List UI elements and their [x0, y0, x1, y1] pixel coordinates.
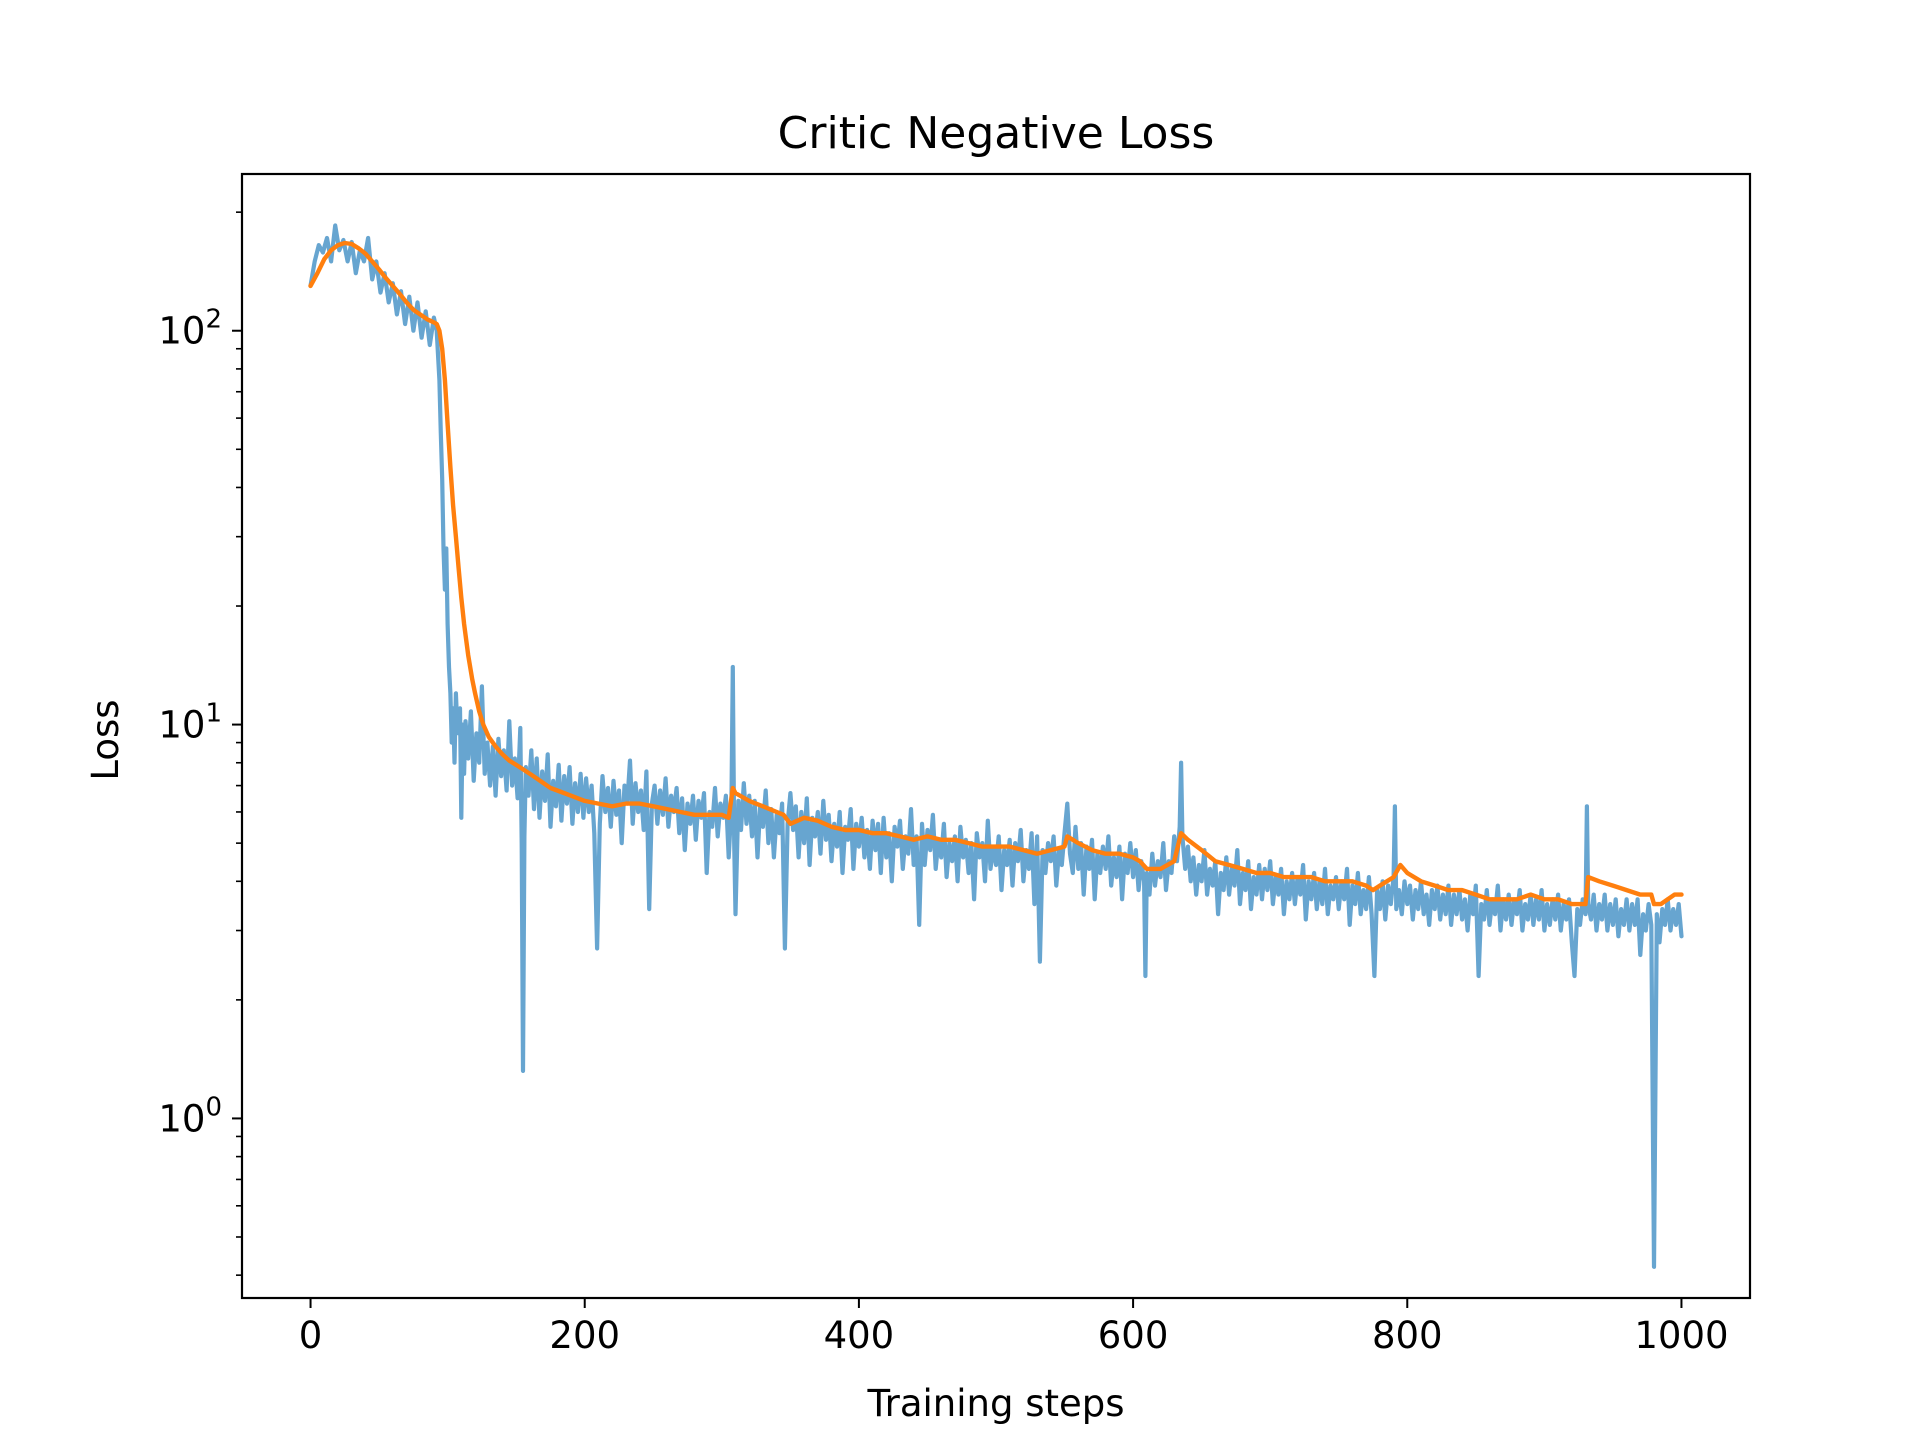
chart-title: Critic Negative Loss: [778, 108, 1215, 159]
x-tick-label: 400: [824, 1314, 895, 1357]
y-tick-label: 101: [158, 699, 222, 747]
x-tick-label: 800: [1372, 1314, 1443, 1357]
plot-area-frame: [240, 172, 1752, 1300]
x-axis-label: Training steps: [866, 1382, 1124, 1425]
series-line-smoothed: [308, 240, 1684, 907]
x-tick-label: 1000: [1634, 1314, 1728, 1357]
y-tick-label: 100: [158, 1092, 222, 1140]
y-tick-label: 102: [158, 305, 222, 353]
ticks-layer: 0 200 400 600 800 1000 100 101 102: [158, 211, 1729, 1357]
y-axis-label: Loss: [84, 699, 127, 780]
x-tick-label: 0: [299, 1314, 323, 1357]
series-layer: [308, 223, 1684, 1269]
x-tick-label: 200: [549, 1314, 620, 1357]
series-line-raw: [308, 223, 1684, 1269]
x-tick-label: 600: [1098, 1314, 1169, 1357]
